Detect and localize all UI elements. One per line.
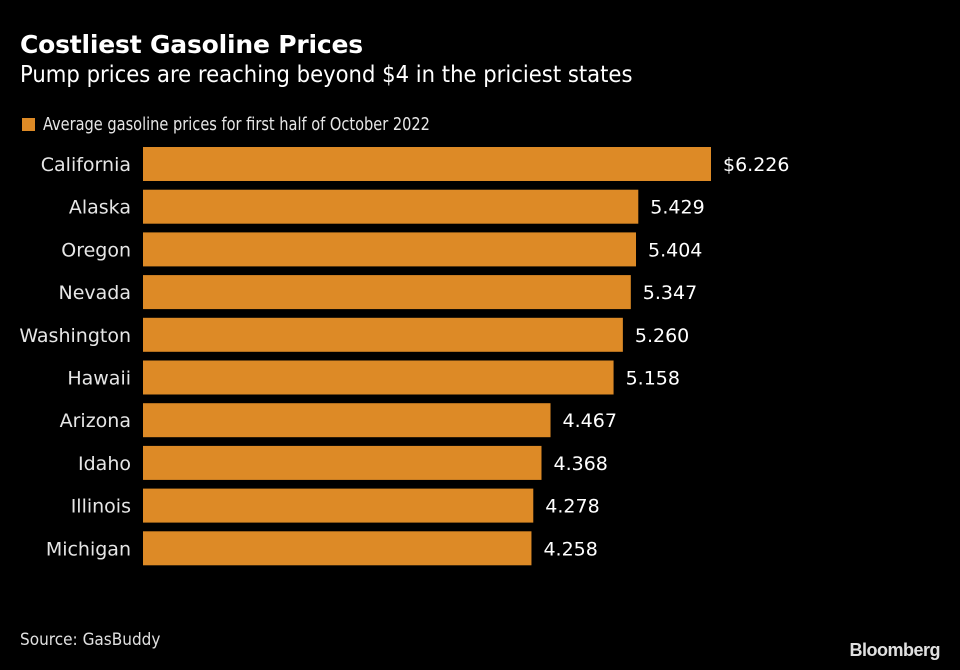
value-label: 5.347 [643,282,697,304]
bar [143,189,639,224]
category-label: Illinois [71,496,131,518]
legend: Average gasoline prices for first half o… [22,114,473,135]
chart-title: Costliest Gasoline Prices [20,30,363,59]
category-label: California [41,154,131,176]
bar [143,531,532,566]
category-label: Nevada [59,282,132,304]
bar [143,317,623,352]
bar [143,360,614,395]
bar [143,445,542,480]
bar [143,488,534,523]
legend-swatch [22,118,35,131]
category-label: Washington [19,325,131,347]
value-label: 4.368 [553,453,607,475]
value-label: 4.278 [545,496,599,518]
category-label: Idaho [78,453,131,475]
bar-group: California $6.226 [41,147,789,181]
bar-group: Alaska 5.429 [69,189,705,224]
value-label: 5.429 [650,197,704,219]
category-label: Hawaii [67,368,131,390]
bar [143,232,637,267]
legend-label: Average gasoline prices for first half o… [43,114,430,135]
value-label: 5.404 [648,239,702,261]
value-label: 4.258 [543,538,597,560]
bar-group: Michigan 4.258 [46,531,598,566]
value-label: 5.260 [635,325,689,347]
chart-subtitle: Pump prices are reaching beyond $4 in th… [20,62,633,88]
category-label: Arizona [60,410,131,432]
bar-group: Washington 5.260 [19,317,689,352]
source-note: Source: GasBuddy [20,630,161,650]
bar [143,275,631,310]
bar-group: Hawaii 5.158 [67,360,680,395]
bar-group: Idaho 4.368 [78,445,608,480]
bar-group: Illinois 4.278 [71,488,600,523]
bar [143,403,551,438]
bloomberg-logo: Bloomberg [849,640,940,660]
bar [143,147,711,181]
value-label: $6.226 [723,154,789,176]
bar-group: Arizona 4.467 [60,403,617,438]
value-label: 5.158 [626,368,680,390]
category-label: Alaska [69,197,131,219]
bar-group: Nevada 5.347 [59,275,697,310]
category-label: Michigan [46,538,131,560]
value-label: 4.467 [563,410,617,432]
bar-group: Oregon 5.404 [61,232,702,267]
category-label: Oregon [61,239,131,261]
